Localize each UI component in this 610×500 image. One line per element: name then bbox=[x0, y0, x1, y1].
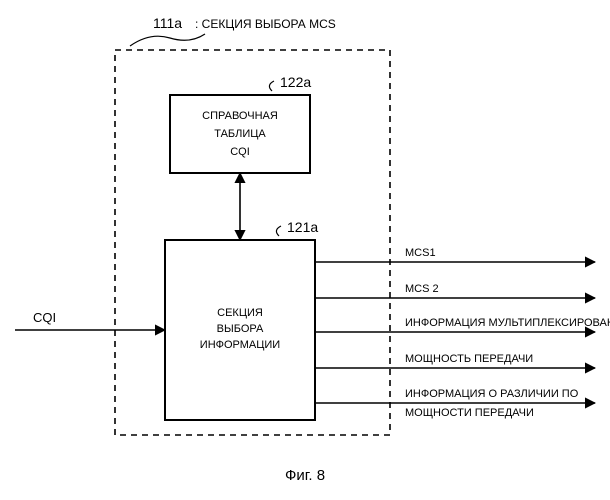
info-select-box-text: ВЫБОРА bbox=[217, 323, 264, 335]
ref-table-box-text: ТАБЛИЦА bbox=[214, 128, 266, 140]
output-label: MCS1 bbox=[405, 247, 436, 259]
outer-box-label: : СЕКЦИЯ ВЫБОРА MCS bbox=[195, 17, 336, 31]
figure-caption: Фиг. 8 bbox=[285, 467, 325, 484]
input-label: CQI bbox=[33, 310, 56, 325]
outer-box-brace bbox=[130, 34, 205, 46]
info-select-box-ref: 121a bbox=[287, 219, 318, 235]
output-label: ИНФОРМАЦИЯ О РАЗЛИЧИИ ПО bbox=[405, 388, 579, 400]
output-label-line2: МОЩНОСТИ ПЕРЕДАЧИ bbox=[405, 407, 534, 419]
output-label: ИНФОРМАЦИЯ МУЛЬТИПЛЕКСИРОВАНИЯ bbox=[405, 317, 610, 329]
output-label: MCS 2 bbox=[405, 283, 439, 295]
info-select-box-text: СЕКЦИЯ bbox=[217, 307, 263, 319]
ref-table-box-ref: 122a bbox=[280, 74, 311, 90]
outer-box-ref: 111a bbox=[153, 15, 182, 31]
info-select-box-text: ИНФОРМАЦИИ bbox=[200, 339, 280, 351]
ref-table-box-text: СПРАВОЧНАЯ bbox=[202, 110, 278, 122]
info-select-tick bbox=[276, 226, 281, 236]
output-label: МОЩНОСТЬ ПЕРЕДАЧИ bbox=[405, 353, 533, 365]
ref-table-tick bbox=[269, 81, 274, 91]
ref-table-box-text: CQI bbox=[230, 146, 250, 158]
